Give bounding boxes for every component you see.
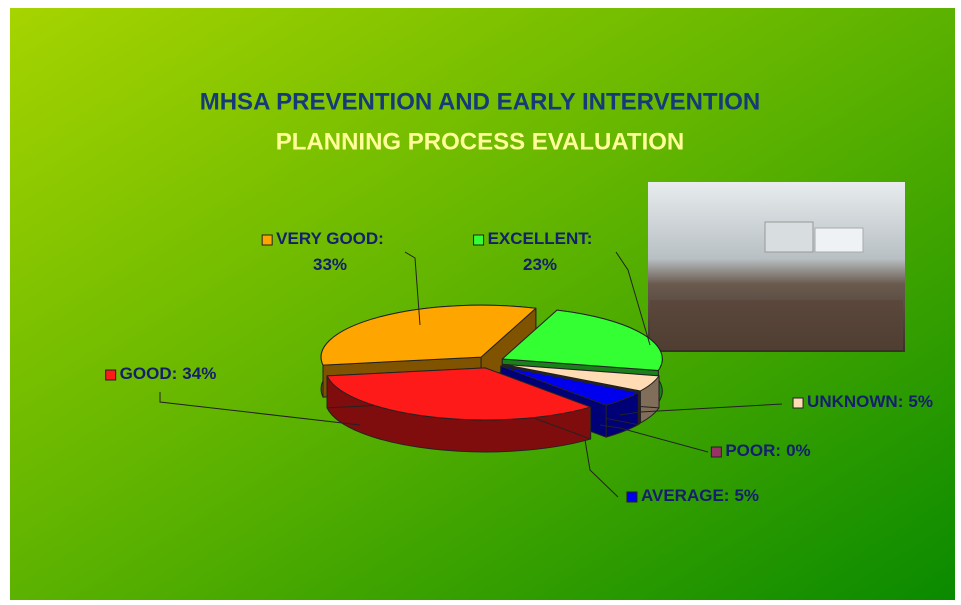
chart-title: MHSA PREVENTION AND EARLY INTERVENTION <box>200 88 761 115</box>
chart-subtitle: PLANNING PROCESS EVALUATION <box>276 128 684 155</box>
category-label: EXCELLENT: <box>488 229 593 248</box>
legend-swatch <box>474 235 484 245</box>
legend-swatch <box>793 398 803 408</box>
legend-swatch <box>106 370 116 380</box>
category-label: POOR: <box>725 441 781 460</box>
data-label: UNKNOWN: 5% <box>807 392 933 411</box>
data-label: GOOD:34% <box>120 364 217 383</box>
pie <box>321 305 662 452</box>
legend-swatch <box>711 447 721 457</box>
category-label: VERY GOOD: <box>276 229 384 248</box>
photo <box>648 182 905 352</box>
value-label: 5% <box>908 392 933 411</box>
slide: MHSA PREVENTION AND EARLY INTERVENTION P… <box>0 0 961 605</box>
data-label: POOR: 0% <box>725 441 810 460</box>
data-label: AVERAGE: 5% <box>641 486 759 505</box>
category-label: GOOD: <box>120 364 178 383</box>
value-label: 34% <box>182 364 216 383</box>
category-label: UNKNOWN: <box>807 392 903 411</box>
value-label: 0% <box>786 441 811 460</box>
category-label: AVERAGE: <box>641 486 729 505</box>
legend-swatch <box>627 492 637 502</box>
value-label: 23% <box>523 255 557 274</box>
legend-swatch <box>262 235 272 245</box>
value-label: 5% <box>734 486 759 505</box>
value-label: 33% <box>313 255 347 274</box>
